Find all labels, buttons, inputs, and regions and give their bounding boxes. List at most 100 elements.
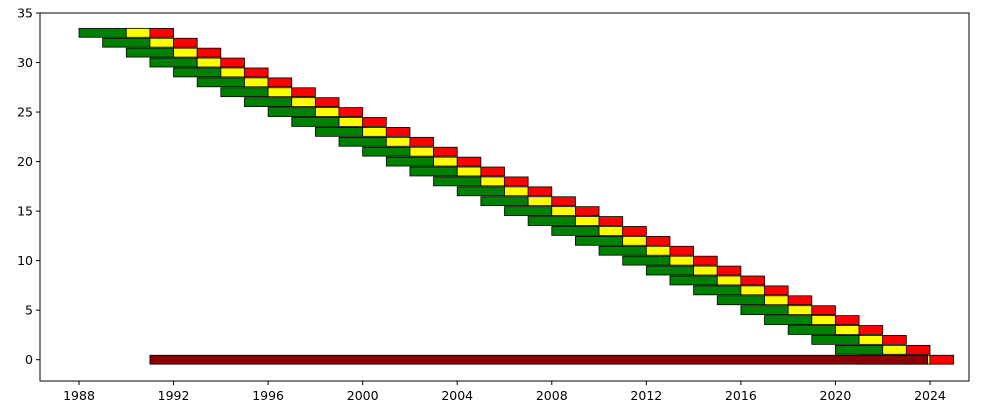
bar-yellow-32 xyxy=(149,37,174,48)
bar-yellow-26 xyxy=(291,97,316,108)
bar-yellow-31 xyxy=(173,47,198,58)
x-tick-label: 2024 xyxy=(914,388,946,403)
bar-red-6 xyxy=(787,295,813,306)
bars-layer xyxy=(78,27,955,365)
bar-red-31 xyxy=(196,47,222,58)
bar-green-2 xyxy=(811,335,860,345)
bar-green-18 xyxy=(433,176,482,187)
bar-red-9 xyxy=(716,265,742,276)
bar-yellow-15 xyxy=(551,206,576,216)
bar-green-23 xyxy=(314,127,364,137)
bar-yellow-18 xyxy=(480,176,505,187)
bar-green-6 xyxy=(716,295,765,306)
bar-yellow-1 xyxy=(882,344,907,355)
bar-yellow-29 xyxy=(220,67,245,78)
bottom-bar xyxy=(149,354,929,365)
bar-green-7 xyxy=(693,285,742,296)
bar-yellow-12 xyxy=(622,235,647,246)
x-tick-label: 1988 xyxy=(63,388,95,403)
bar-green-10 xyxy=(622,255,671,266)
bar-green-3 xyxy=(787,325,836,335)
bar-green-13 xyxy=(551,226,600,236)
bar-green-30 xyxy=(149,57,198,68)
bar-yellow-30 xyxy=(196,57,222,68)
bar-red-10 xyxy=(693,255,718,266)
x-axis: 1988 1992 1996 2000 2004 2008 2012 2016 2020 2024 xyxy=(63,381,946,403)
bar-red-20 xyxy=(456,156,482,167)
bar-red-22 xyxy=(409,136,434,147)
y-tick-label: 5 xyxy=(25,303,33,318)
bar-red-33 xyxy=(149,27,174,38)
bar-green-33 xyxy=(78,27,127,38)
bar-red-1 xyxy=(905,344,931,355)
x-tick-label: 2012 xyxy=(630,388,662,403)
bar-red-14 xyxy=(598,216,624,226)
bar-green-25 xyxy=(267,107,316,117)
bar-green-26 xyxy=(244,97,293,108)
bar-red-5 xyxy=(811,305,836,316)
bar-green-27 xyxy=(220,87,269,98)
bar-yellow-27 xyxy=(267,87,293,98)
bar-yellow-13 xyxy=(598,226,624,236)
bar-red-7 xyxy=(764,285,789,296)
bar-yellow-2 xyxy=(858,335,884,345)
bar-red-2 xyxy=(882,335,907,345)
bar-red-32 xyxy=(173,37,198,48)
bar-green-4 xyxy=(764,315,813,325)
plot-frame xyxy=(39,12,970,382)
bar-green-11 xyxy=(598,245,647,256)
bar-red-18 xyxy=(504,176,529,187)
bar-yellow-28 xyxy=(244,77,269,88)
bar-yellow-11 xyxy=(645,245,671,256)
bar-green-32 xyxy=(102,37,151,48)
bar-yellow-24 xyxy=(338,117,364,127)
x-tick-label: 1996 xyxy=(252,388,284,403)
bar-red-15 xyxy=(575,206,600,216)
bar-yellow-19 xyxy=(456,166,482,177)
bar-red-24 xyxy=(362,117,387,127)
bar-yellow-5 xyxy=(787,305,813,316)
bar-yellow-17 xyxy=(504,186,529,197)
bar-yellow-22 xyxy=(385,136,411,147)
bar-green-31 xyxy=(125,47,174,58)
y-tick-label: 25 xyxy=(17,105,33,120)
bar-red-12 xyxy=(645,235,671,246)
bar-green-28 xyxy=(196,77,245,88)
bar-red-17 xyxy=(527,186,553,197)
bar-green-20 xyxy=(385,156,434,167)
bar-yellow-23 xyxy=(362,127,387,137)
bar-red-23 xyxy=(385,127,411,137)
bar-yellow-10 xyxy=(669,255,695,266)
y-tick-label: 20 xyxy=(17,154,33,169)
bar-red-27 xyxy=(291,87,316,98)
bar-red-13 xyxy=(622,226,647,236)
bar-green-1 xyxy=(835,344,884,355)
bar-yellow-8 xyxy=(716,275,742,286)
bar-green-9 xyxy=(645,265,695,276)
bar-yellow-21 xyxy=(409,146,434,157)
x-tick-label: 2020 xyxy=(820,388,852,403)
bar-yellow-33 xyxy=(125,27,151,38)
bar-yellow-3 xyxy=(835,325,860,335)
bar-yellow-4 xyxy=(811,315,836,325)
bar-green-8 xyxy=(669,275,718,286)
x-tick-label: 2004 xyxy=(441,388,473,403)
bar-red-28 xyxy=(267,77,293,88)
bar-red-25 xyxy=(338,107,364,117)
x-tick-label: 2000 xyxy=(347,388,379,403)
y-tick-label: 0 xyxy=(25,352,33,367)
bar-green-21 xyxy=(362,146,411,157)
bar-yellow-7 xyxy=(740,285,765,296)
bar-red-11 xyxy=(669,245,695,256)
x-tick-label: 2016 xyxy=(725,388,757,403)
x-tick-label: 1992 xyxy=(158,388,190,403)
bar-green-16 xyxy=(480,196,529,207)
bar-yellow-9 xyxy=(693,265,718,276)
bar-green-14 xyxy=(527,216,576,226)
bar-yellow-25 xyxy=(314,107,340,117)
bar-red-29 xyxy=(244,67,269,78)
x-tick-label: 2008 xyxy=(536,388,568,403)
bar-green-22 xyxy=(338,136,387,147)
